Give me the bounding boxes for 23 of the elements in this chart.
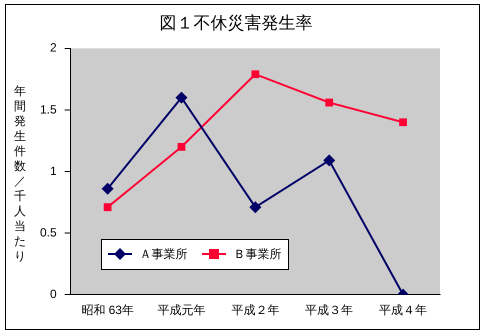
chart-title: 図１不休災害発生率 — [160, 14, 312, 34]
point — [251, 70, 260, 78]
x-tick-label: 平成元年 — [157, 303, 206, 318]
y-tick-label: 1.5 — [40, 102, 57, 116]
legend-label: Ａ事業所 — [140, 246, 188, 263]
y-tick-label: 2 — [50, 40, 57, 55]
x-tick-label: 昭和 63年 — [81, 303, 134, 318]
point — [399, 118, 407, 126]
legend-label: Ｂ事業所 — [234, 246, 282, 263]
point — [178, 142, 186, 151]
point — [249, 201, 262, 214]
x-tick-label: 平成４年 — [379, 303, 428, 318]
y-tick-label: 0 — [50, 286, 57, 301]
point — [102, 182, 114, 195]
text: 年間発生件数／千人当たり — [14, 84, 26, 263]
point — [323, 154, 336, 166]
point — [104, 203, 112, 212]
point — [175, 92, 188, 104]
point — [325, 98, 334, 106]
x-tick-label: 平成２年 — [231, 303, 280, 318]
y-tick-label: 1 — [50, 164, 57, 178]
y-tick-label: 0.5 — [40, 225, 57, 240]
x-tick-label: 平成３年 — [305, 303, 354, 318]
